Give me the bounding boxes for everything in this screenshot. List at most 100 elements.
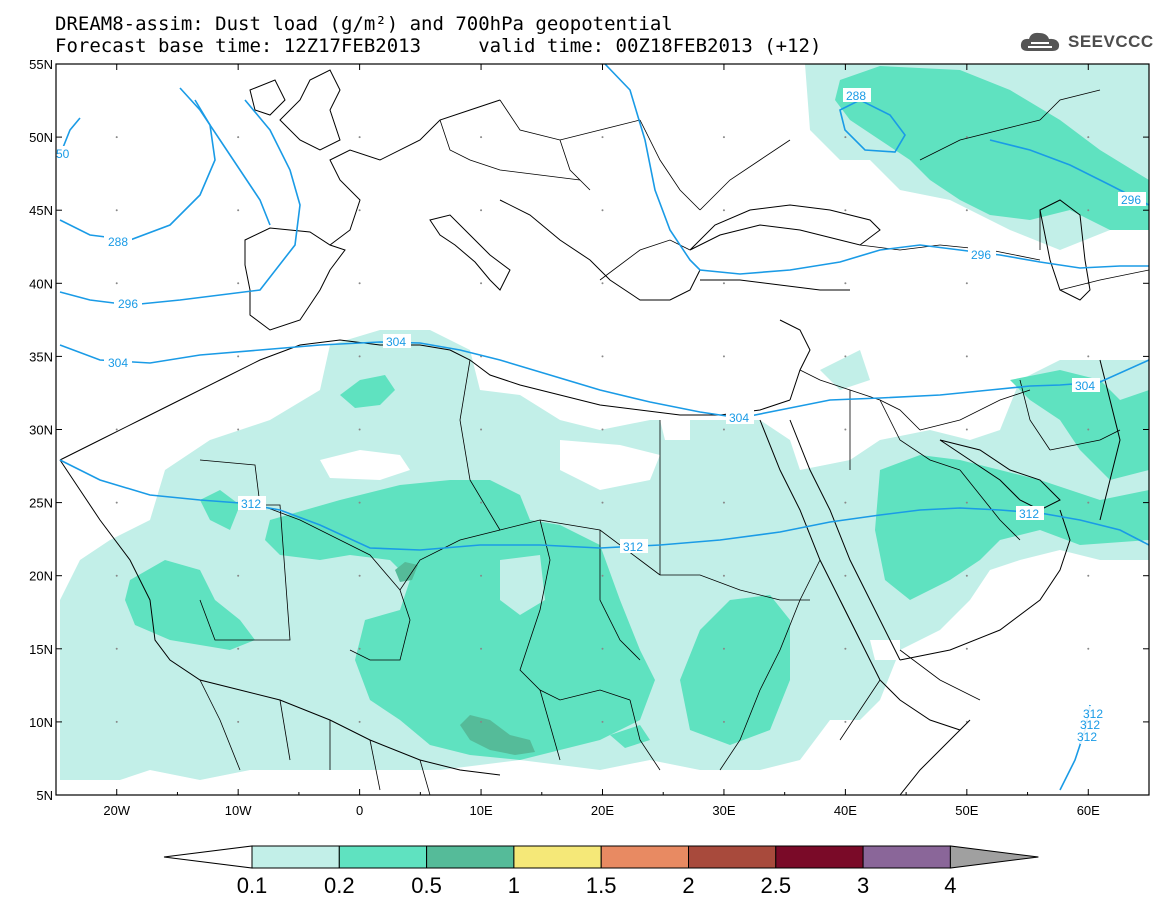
lat-tick-label: 15N xyxy=(29,642,53,657)
graticule-dot xyxy=(722,209,725,212)
graticule-dot xyxy=(1087,647,1090,650)
contour-label-312: 312 xyxy=(620,539,648,554)
latitude-axis: 55N 50N 45N 40N 35N 30N 25N 20N 15N 10N 5N xyxy=(29,57,1149,803)
graticule-dot xyxy=(115,282,118,285)
lon-tick-label: 60E xyxy=(1077,803,1100,818)
dust-shading-0-5 xyxy=(395,562,535,755)
graticule-dot xyxy=(965,428,968,431)
graticule-dot xyxy=(358,647,361,650)
graticule-dot xyxy=(601,282,604,285)
graticule-dot xyxy=(722,501,725,504)
graticule-dot xyxy=(480,428,483,431)
graticule-dot xyxy=(115,209,118,212)
graticule-dot xyxy=(358,501,361,504)
lon-tick-label: 10W xyxy=(225,803,252,818)
contour-label-50: 50 xyxy=(56,146,70,161)
lat-tick-label: 35N xyxy=(29,349,53,364)
graticule-dot xyxy=(237,428,240,431)
graticule-dot xyxy=(844,355,847,358)
graticule-dot xyxy=(1087,574,1090,577)
lon-tick-label: 50E xyxy=(955,803,978,818)
contour-label-312-west-text: 312 xyxy=(241,497,261,511)
graticule-dot xyxy=(358,209,361,212)
colorbar-swatch xyxy=(426,845,515,869)
colorbar-under-triangle xyxy=(163,845,253,869)
contour-label-304: 304 xyxy=(1072,378,1100,393)
contour-label-296-ne-text: 296 xyxy=(1121,193,1141,207)
colorbar-swatch xyxy=(338,845,428,869)
graticule-dot xyxy=(601,647,604,650)
contour-label-304-ne-text: 304 xyxy=(1075,379,1095,393)
graticule-dot xyxy=(1087,428,1090,431)
graticule-dot xyxy=(965,282,968,285)
colorbar-over-triangle xyxy=(949,845,1039,869)
lon-tick-label: 40E xyxy=(834,803,857,818)
contour-label-304-west-text: 304 xyxy=(108,356,128,370)
graticule-dot xyxy=(115,501,118,504)
graticule-dot xyxy=(480,282,483,285)
contour-label-304-mid-text: 304 xyxy=(386,335,406,349)
graticule-dot xyxy=(237,209,240,212)
graticule-dot xyxy=(480,209,483,212)
graticule-dot xyxy=(1087,355,1090,358)
contour-label-296-east-text: 296 xyxy=(971,248,991,262)
graticule-dot xyxy=(358,355,361,358)
chart-title-line1: DREAM8-assim: Dust load (g/m²) and 700hP… xyxy=(55,13,673,35)
graticule-dot xyxy=(480,136,483,139)
contour-label-304: 304 xyxy=(726,410,754,425)
lat-tick-label: 25N xyxy=(29,496,53,511)
graticule-dot xyxy=(237,355,240,358)
contour-label-312-mid-text: 312 xyxy=(623,540,643,554)
graticule-dot xyxy=(844,209,847,212)
colorbar-label: 0.1 xyxy=(237,873,268,898)
graticule-dot xyxy=(480,501,483,504)
graticule-dot xyxy=(844,428,847,431)
graticule-dot xyxy=(965,501,968,504)
graticule-dot xyxy=(480,720,483,723)
contour-label-304: 304 xyxy=(104,355,132,370)
graticule-dot xyxy=(965,355,968,358)
graticule-dot xyxy=(115,720,118,723)
colorbar-label: 3 xyxy=(857,873,869,898)
graticule-dot xyxy=(115,574,118,577)
colorbar: 0.1 0.2 0.5 1 1.5 2 2.5 3 4 xyxy=(163,845,1039,898)
graticule-dot xyxy=(358,136,361,139)
graticule-dot xyxy=(115,428,118,431)
graticule-dot xyxy=(480,574,483,577)
lon-tick-label: 30E xyxy=(712,803,735,818)
chart-title-line2: Forecast base time: 12Z17FEB2013 valid t… xyxy=(55,35,822,57)
graticule-dot xyxy=(1087,209,1090,212)
contour-label-296-west-text: 296 xyxy=(118,297,138,311)
graticule-dot xyxy=(965,209,968,212)
longitude-axis: 20W 10W 0 10E 20E 30E 40E 50E 60E xyxy=(55,64,1150,818)
graticule-dot xyxy=(237,647,240,650)
lat-tick-label: 40N xyxy=(29,276,53,291)
contour-label-288: 288 xyxy=(104,234,132,249)
contour-label-50-text: 50 xyxy=(56,147,70,161)
lat-tick-label: 5N xyxy=(36,788,53,803)
graticule-dot xyxy=(844,136,847,139)
lon-tick-label: 0 xyxy=(356,803,363,818)
graticule-dot xyxy=(844,720,847,723)
graticule-dot xyxy=(601,720,604,723)
contour-label-304: 304 xyxy=(383,334,411,349)
contour-label-288: 288 xyxy=(843,88,871,103)
graticule-dot xyxy=(601,574,604,577)
lon-tick-label: 20E xyxy=(591,803,614,818)
dust-shading-0-2 xyxy=(125,66,1149,760)
graticule-dot xyxy=(237,282,240,285)
graticule-dot xyxy=(965,647,968,650)
contour-label-296: 296 xyxy=(1118,192,1146,207)
colorbar-label: 0.5 xyxy=(411,873,442,898)
graticule-dot xyxy=(722,574,725,577)
lat-tick-label: 30N xyxy=(29,423,53,438)
contour-label-312-east-text: 312 xyxy=(1019,507,1039,521)
graticule-dot xyxy=(722,720,725,723)
graticule-dot xyxy=(722,428,725,431)
contour-label-312: 312 xyxy=(238,496,266,511)
graticule-dot xyxy=(237,720,240,723)
country-borders xyxy=(199,89,1149,795)
graticule-dot xyxy=(1087,501,1090,504)
graticule-dot xyxy=(115,136,118,139)
